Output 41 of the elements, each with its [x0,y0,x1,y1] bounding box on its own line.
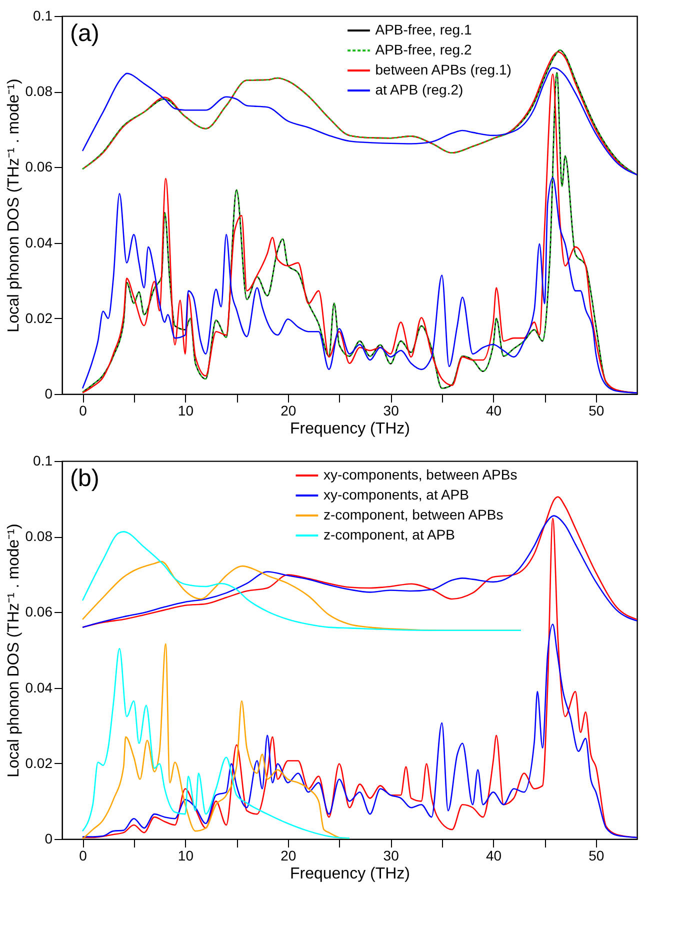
legend-label: APB-free, reg.1 [375,22,472,38]
line-series [82,531,522,631]
x-axis-title: Frequency (THz) [290,420,410,438]
y-tick-label: 0.1 [33,452,53,468]
x-tick-label: 50 [588,848,604,864]
x-tick-label: 30 [383,402,400,418]
legend-label: at APB (reg.2) [375,82,464,98]
y-axis-title: Local phonon DOS (THz⁻¹ . mode⁻¹) [5,524,22,778]
x-tick-label: 20 [280,402,296,418]
x-tick-label: 50 [588,402,604,418]
line-series [82,177,637,394]
legend-label: APB-free, reg.2 [375,42,472,58]
x-tick-label: 20 [280,848,296,864]
legend-label: z-component, at APB [323,526,455,542]
x-tick-label: 30 [383,848,400,864]
annotation: (a) [70,20,100,47]
y-tick-label: 0.06 [25,604,53,620]
y-tick-label: 0 [44,386,53,402]
y-tick-label: 0.06 [25,158,53,175]
y-tick-label: 0.04 [25,234,53,250]
y-tick-label: 0.08 [25,83,53,100]
x-tick-label: 40 [486,848,502,864]
y-tick-label: 0.02 [25,310,53,326]
x-tick-label: 10 [178,402,194,418]
x-tick-label: 0 [79,848,88,864]
y-tick-label: 0 [44,830,53,846]
legend-label: between APBs (reg.1) [375,62,512,78]
y-axis-title: Local phonon DOS (THz⁻¹ . mode⁻¹) [5,78,22,332]
x-tick-label: 10 [178,848,194,864]
legend-label: xy-components, at APB [323,486,469,502]
x-tick-label: 0 [79,402,88,418]
legend-label: z-component, between APBs [323,506,504,522]
x-tick-label: 40 [486,402,502,418]
y-tick-label: 0.1 [33,8,53,24]
legend-label: xy-components, between APBs [323,466,518,482]
y-tick-label: 0.04 [25,679,53,696]
y-tick-label: 0.08 [25,528,53,544]
y-tick-label: 0.02 [25,754,53,771]
x-axis-title: Frequency (THz) [290,866,410,882]
line-series [82,624,637,838]
annotation: (b) [70,465,100,492]
